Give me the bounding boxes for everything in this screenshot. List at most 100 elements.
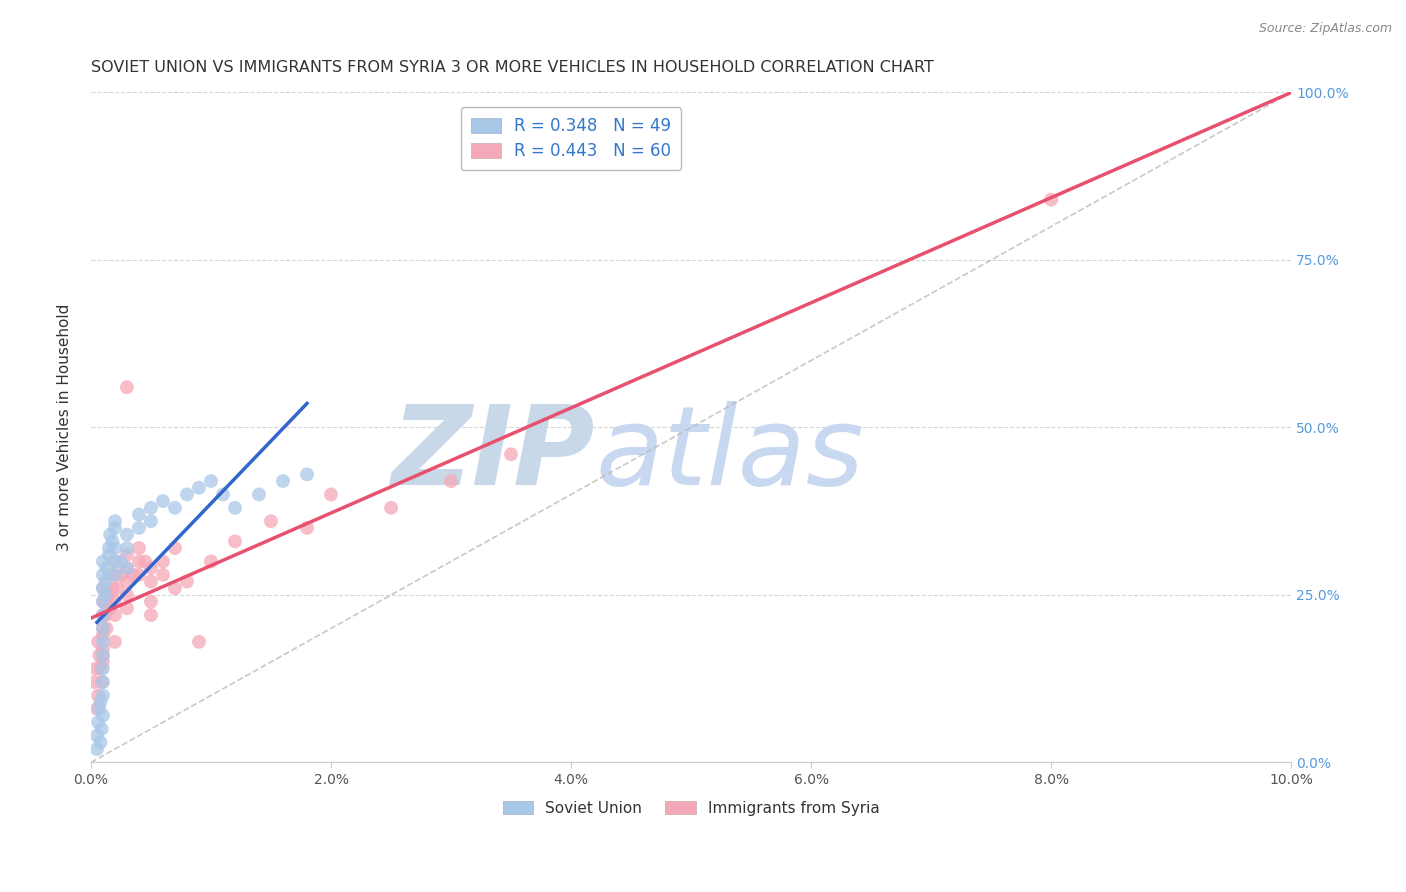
- Point: [90, 722, 112, 736]
- Point: [91, 708, 114, 723]
- Point: [224, 534, 246, 549]
- Point: [104, 567, 127, 582]
- Point: [97, 567, 120, 582]
- Point: [295, 521, 318, 535]
- Point: [440, 474, 463, 488]
- Point: [152, 494, 174, 508]
- Point: [91, 648, 114, 663]
- Point: [163, 500, 186, 515]
- Point: [295, 467, 318, 482]
- Point: [128, 554, 150, 568]
- Text: atlas: atlas: [595, 401, 863, 508]
- Point: [115, 527, 138, 541]
- Point: [97, 588, 120, 602]
- Point: [91, 689, 114, 703]
- Point: [91, 628, 114, 642]
- Point: [83, 675, 105, 690]
- Y-axis label: 3 or more Vehicles in Household: 3 or more Vehicles in Household: [58, 304, 72, 551]
- Point: [152, 567, 174, 582]
- Point: [134, 554, 156, 568]
- Point: [104, 541, 127, 555]
- Point: [90, 695, 112, 709]
- Point: [115, 561, 138, 575]
- Text: SOVIET UNION VS IMMIGRANTS FROM SYRIA 3 OR MORE VEHICLES IN HOUSEHOLD CORRELATIO: SOVIET UNION VS IMMIGRANTS FROM SYRIA 3 …: [91, 60, 934, 75]
- Point: [90, 675, 112, 690]
- Point: [212, 487, 235, 501]
- Point: [139, 608, 162, 623]
- Point: [86, 742, 108, 756]
- Point: [101, 581, 124, 595]
- Point: [139, 561, 162, 575]
- Point: [98, 601, 121, 615]
- Point: [128, 521, 150, 535]
- Point: [104, 635, 127, 649]
- Point: [115, 380, 138, 394]
- Point: [139, 574, 162, 589]
- Point: [86, 729, 108, 743]
- Point: [128, 541, 150, 555]
- Point: [176, 574, 198, 589]
- Point: [89, 702, 111, 716]
- Point: [122, 567, 145, 582]
- Point: [247, 487, 270, 501]
- Point: [90, 735, 112, 749]
- Point: [84, 662, 107, 676]
- Point: [91, 648, 114, 663]
- Point: [110, 554, 132, 568]
- Point: [104, 567, 127, 582]
- Point: [105, 581, 128, 595]
- Point: [188, 635, 211, 649]
- Point: [128, 567, 150, 582]
- Point: [96, 561, 118, 575]
- Point: [115, 574, 138, 589]
- Point: [104, 514, 127, 528]
- Point: [87, 715, 110, 730]
- Point: [499, 447, 522, 461]
- Point: [139, 594, 162, 608]
- Point: [96, 622, 118, 636]
- Point: [104, 521, 127, 535]
- Point: [94, 594, 117, 608]
- Point: [260, 514, 283, 528]
- Point: [91, 662, 114, 676]
- Point: [115, 548, 138, 562]
- Point: [91, 635, 114, 649]
- Point: [139, 514, 162, 528]
- Point: [115, 601, 138, 615]
- Point: [271, 474, 294, 488]
- Text: Source: ZipAtlas.com: Source: ZipAtlas.com: [1258, 22, 1392, 36]
- Point: [91, 608, 114, 623]
- Point: [104, 554, 127, 568]
- Point: [91, 655, 114, 669]
- Point: [163, 581, 186, 595]
- Point: [224, 500, 246, 515]
- Point: [91, 581, 114, 595]
- Point: [139, 500, 162, 515]
- Point: [91, 608, 114, 623]
- Point: [90, 662, 112, 676]
- Point: [91, 594, 114, 608]
- Point: [152, 554, 174, 568]
- Point: [98, 527, 121, 541]
- Point: [89, 648, 111, 663]
- Point: [91, 622, 114, 636]
- Point: [104, 608, 127, 623]
- Point: [91, 622, 114, 636]
- Point: [91, 675, 114, 690]
- Point: [188, 481, 211, 495]
- Point: [110, 567, 132, 582]
- Point: [104, 554, 127, 568]
- Point: [200, 474, 222, 488]
- Point: [91, 641, 114, 656]
- Point: [101, 534, 124, 549]
- Point: [176, 487, 198, 501]
- Point: [91, 594, 114, 608]
- Point: [91, 554, 114, 568]
- Point: [115, 588, 138, 602]
- Point: [94, 588, 117, 602]
- Point: [87, 635, 110, 649]
- Point: [91, 581, 114, 595]
- Point: [97, 541, 120, 555]
- Point: [380, 500, 402, 515]
- Point: [115, 541, 138, 555]
